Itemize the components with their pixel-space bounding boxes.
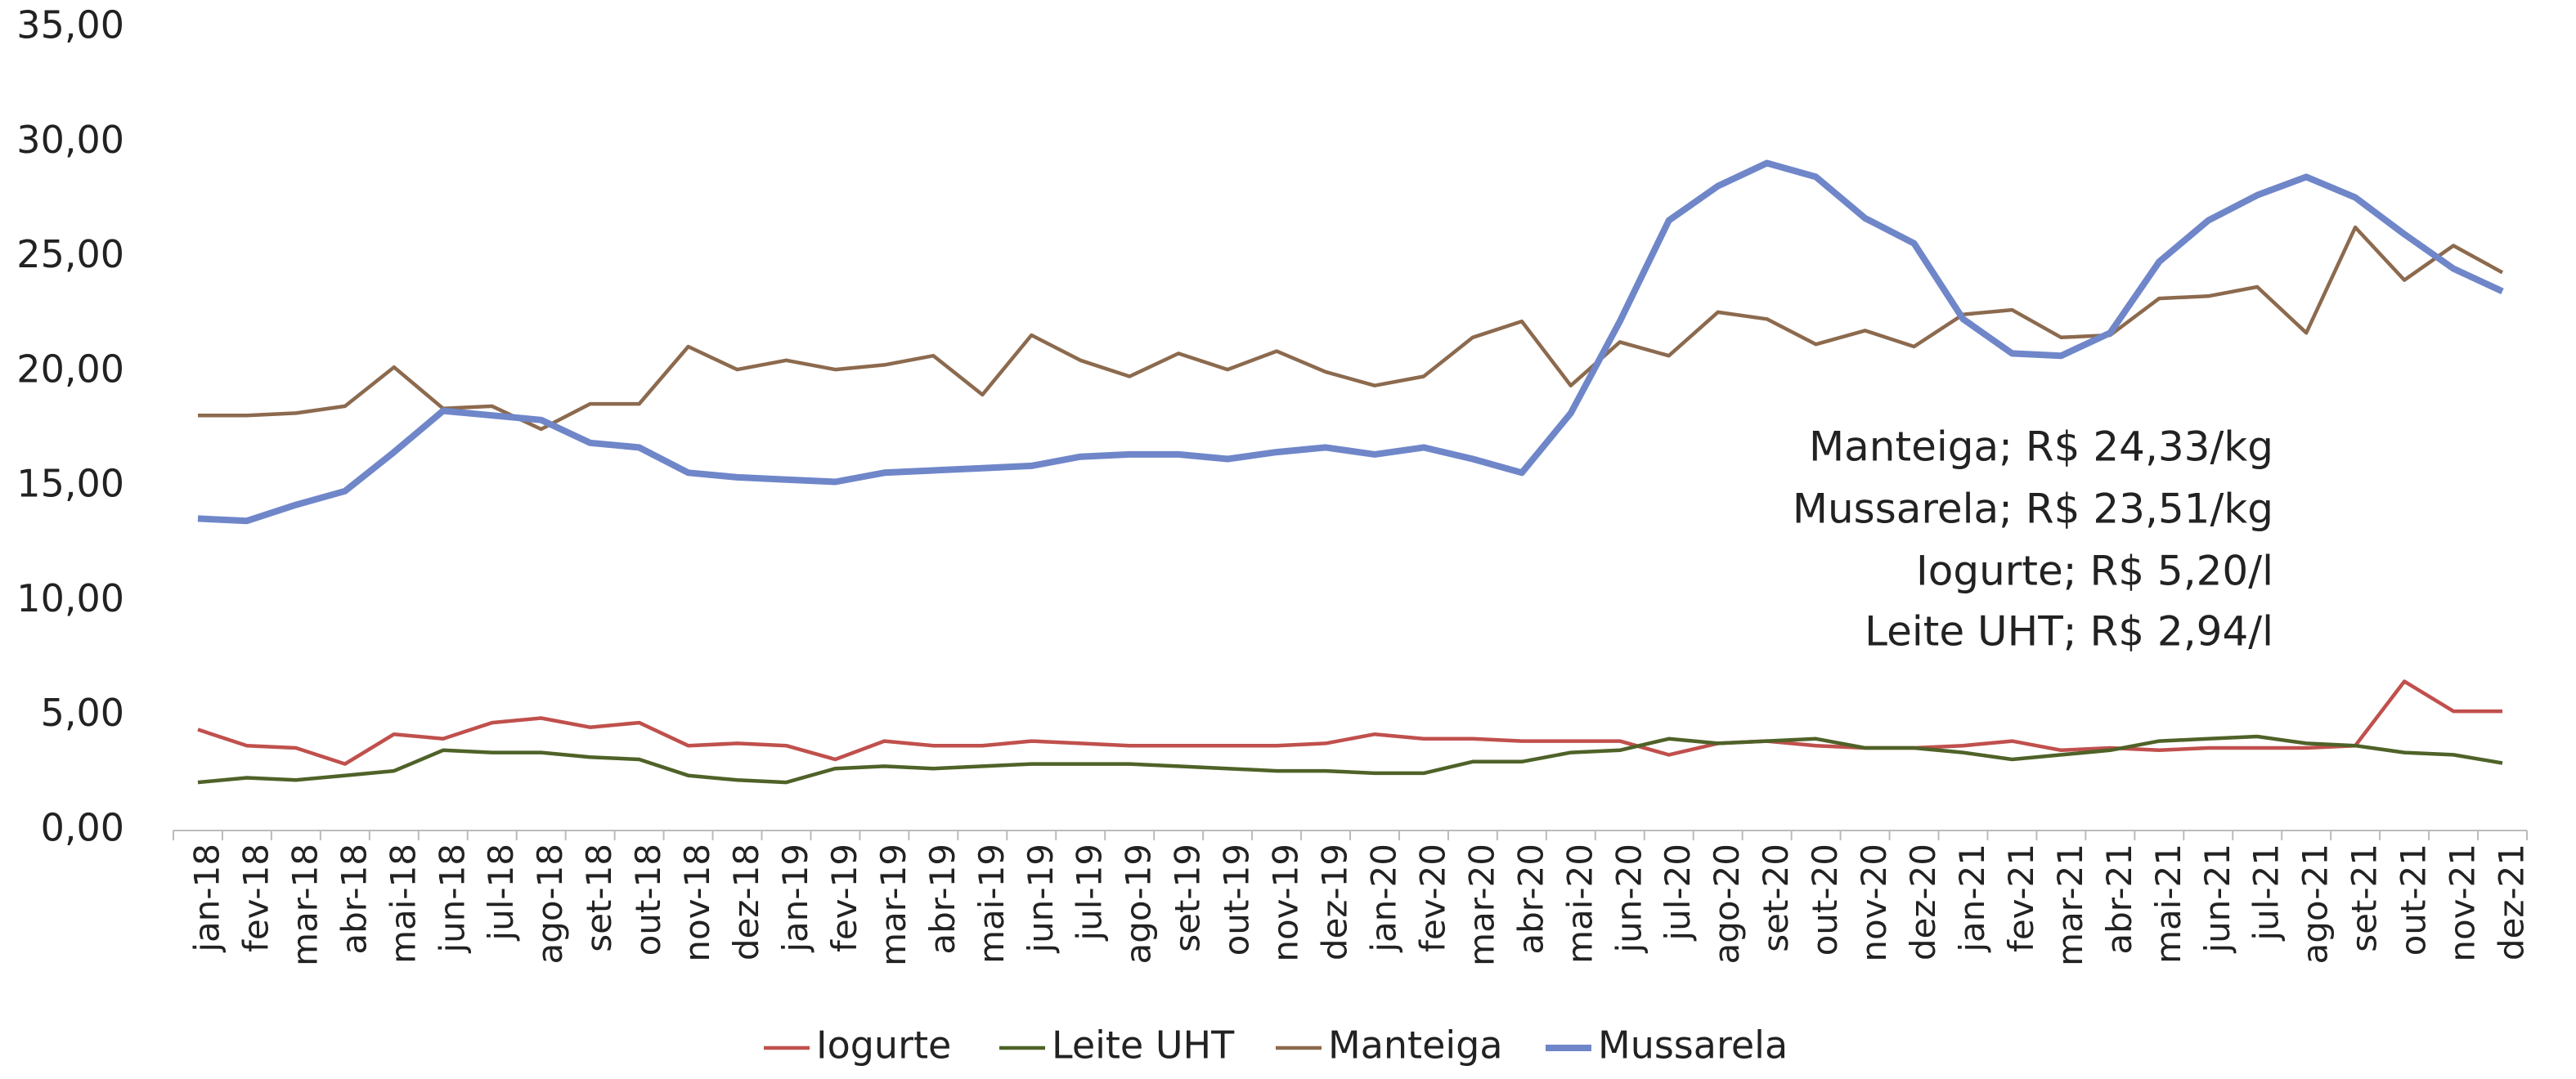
x-tick-label: mai-21	[2148, 844, 2188, 964]
x-tick-label: mai-20	[1560, 844, 1600, 964]
x-tick-label: out-20	[1805, 844, 1845, 956]
x-tick-label: jun-19	[1021, 844, 1061, 954]
x-tick-label: jul-18	[481, 844, 521, 942]
x-tick-label: fev-20	[1412, 844, 1452, 952]
x-tick-label: nov-18	[677, 844, 717, 962]
annotation: Mussarela; R$ 23,51/kg	[1793, 486, 2273, 533]
series-line	[198, 225, 2504, 432]
annotation: Manteiga; R$ 24,33/kg	[1809, 423, 2273, 471]
x-tick-label: fev-19	[824, 844, 864, 952]
y-tick-label: 25,00	[16, 232, 124, 276]
x-tick-label: mar-18	[285, 844, 325, 966]
x-tick-label: mar-19	[873, 844, 913, 966]
x-tick-label: dez-19	[1315, 844, 1355, 960]
x-tick-label: abr-20	[1510, 844, 1551, 955]
x-tick-label: abr-21	[2099, 844, 2139, 955]
x-tick-label: nov-21	[2443, 844, 2483, 962]
x-tick-label: jun-21	[2197, 844, 2237, 954]
legend-label: Manteiga	[1328, 1023, 1503, 1068]
x-tick-label: ago-18	[530, 844, 570, 964]
x-tick-label: jan-20	[1363, 844, 1403, 953]
x-tick-label: mar-21	[2050, 844, 2090, 966]
legend-label: Leite UHT	[1052, 1023, 1235, 1068]
x-tick-label: nov-19	[1266, 844, 1306, 962]
x-tick-label: out-19	[1217, 844, 1257, 956]
x-tick-label: jul-21	[2246, 844, 2287, 942]
x-tick-label: jul-20	[1658, 844, 1698, 942]
x-tick-label: jan-18	[186, 844, 227, 953]
x-tick-label: abr-18	[334, 844, 374, 955]
annotation: Leite UHT; R$ 2,94/l	[1865, 608, 2273, 656]
x-tick-label: mai-19	[972, 844, 1012, 964]
x-tick-label: mai-18	[383, 844, 423, 964]
y-tick-label: 5,00	[41, 691, 124, 735]
x-tick-label: out-21	[2394, 844, 2434, 956]
y-tick-label: 0,00	[41, 806, 124, 850]
x-tick-label: jun-18	[432, 844, 472, 954]
x-tick-label: ago-19	[1119, 844, 1159, 964]
x-tick-label: nov-20	[1854, 844, 1894, 962]
x-tick-label: dez-21	[2492, 844, 2532, 960]
legend-label: Iogurte	[816, 1023, 951, 1068]
x-tick-label: ago-21	[2296, 844, 2336, 964]
x-tick-label: jan-21	[1952, 844, 1992, 953]
y-tick-label: 35,00	[16, 3, 124, 47]
x-tick-label: jan-19	[775, 844, 815, 953]
x-tick-label: dez-20	[1903, 844, 1943, 960]
x-tick-label: set-19	[1168, 844, 1208, 952]
annotation: Iogurte; R$ 5,20/l	[1916, 548, 2273, 595]
x-tick-label: ago-20	[1707, 844, 1747, 964]
y-tick-label: 30,00	[16, 118, 124, 162]
legend-label: Mussarela	[1598, 1023, 1788, 1068]
x-tick-label: set-20	[1756, 844, 1796, 952]
series-line	[197, 734, 2503, 785]
y-tick-label: 10,00	[16, 576, 124, 620]
x-tick-label: fev-21	[2001, 844, 2041, 952]
x-tick-label: set-18	[579, 844, 619, 952]
x-tick-label: fev-18	[236, 844, 276, 952]
x-tick-label: dez-18	[726, 844, 766, 960]
x-tick-label: abr-19	[922, 844, 963, 955]
y-tick-label: 20,00	[16, 347, 124, 391]
x-tick-label: jun-20	[1609, 844, 1649, 954]
series-line	[197, 159, 2504, 525]
x-tick-label: out-18	[628, 844, 668, 956]
x-tick-label: mar-20	[1461, 844, 1501, 966]
x-tick-label: jul-19	[1070, 844, 1110, 942]
x-tick-label: set-21	[2345, 844, 2385, 952]
y-tick-label: 15,00	[16, 462, 124, 506]
